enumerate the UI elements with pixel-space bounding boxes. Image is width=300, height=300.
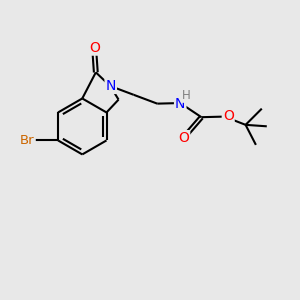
Text: O: O (178, 131, 189, 145)
Text: H: H (182, 89, 191, 102)
Text: Br: Br (20, 134, 35, 147)
Text: O: O (89, 40, 100, 55)
Text: N: N (106, 79, 116, 93)
Text: O: O (223, 109, 234, 123)
Text: N: N (175, 97, 185, 111)
